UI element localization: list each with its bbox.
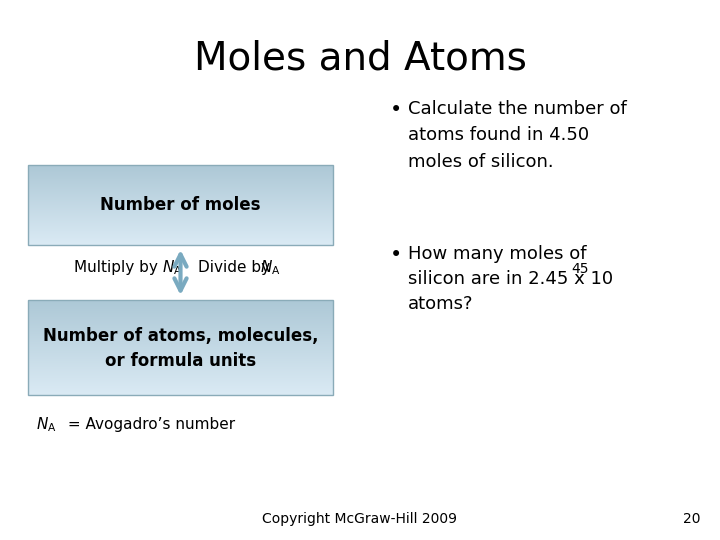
Text: $N_\mathregular{A}$: $N_\mathregular{A}$ (163, 258, 183, 277)
Text: How many moles of: How many moles of (408, 245, 587, 263)
Bar (28, 300, 333, 395)
Text: •: • (390, 100, 402, 120)
Text: 45: 45 (571, 262, 588, 276)
Text: •: • (390, 245, 402, 265)
Text: Multiply by: Multiply by (73, 260, 163, 275)
Text: Calculate the number of
atoms found in 4.50
moles of silicon.: Calculate the number of atoms found in 4… (408, 100, 626, 171)
Text: Number of moles: Number of moles (100, 196, 261, 214)
Text: = Avogadro’s number: = Avogadro’s number (63, 417, 235, 433)
Text: silicon are in 2.45 x 10: silicon are in 2.45 x 10 (408, 270, 613, 288)
Text: $N_\mathregular{A}$: $N_\mathregular{A}$ (261, 258, 281, 277)
Text: $N_\mathregular{A}$: $N_\mathregular{A}$ (36, 416, 57, 434)
Text: atoms?: atoms? (408, 295, 474, 313)
Text: Copyright Mc​Graw-Hill 2009: Copyright Mc​Graw-Hill 2009 (263, 512, 457, 526)
Text: or formula units: or formula units (105, 353, 256, 370)
Text: Moles and Atoms: Moles and Atoms (194, 40, 526, 78)
Text: Divide by: Divide by (199, 260, 276, 275)
Text: 20: 20 (683, 512, 700, 526)
Text: Number of atoms, molecules,: Number of atoms, molecules, (42, 327, 318, 345)
Bar (28, 165, 333, 245)
